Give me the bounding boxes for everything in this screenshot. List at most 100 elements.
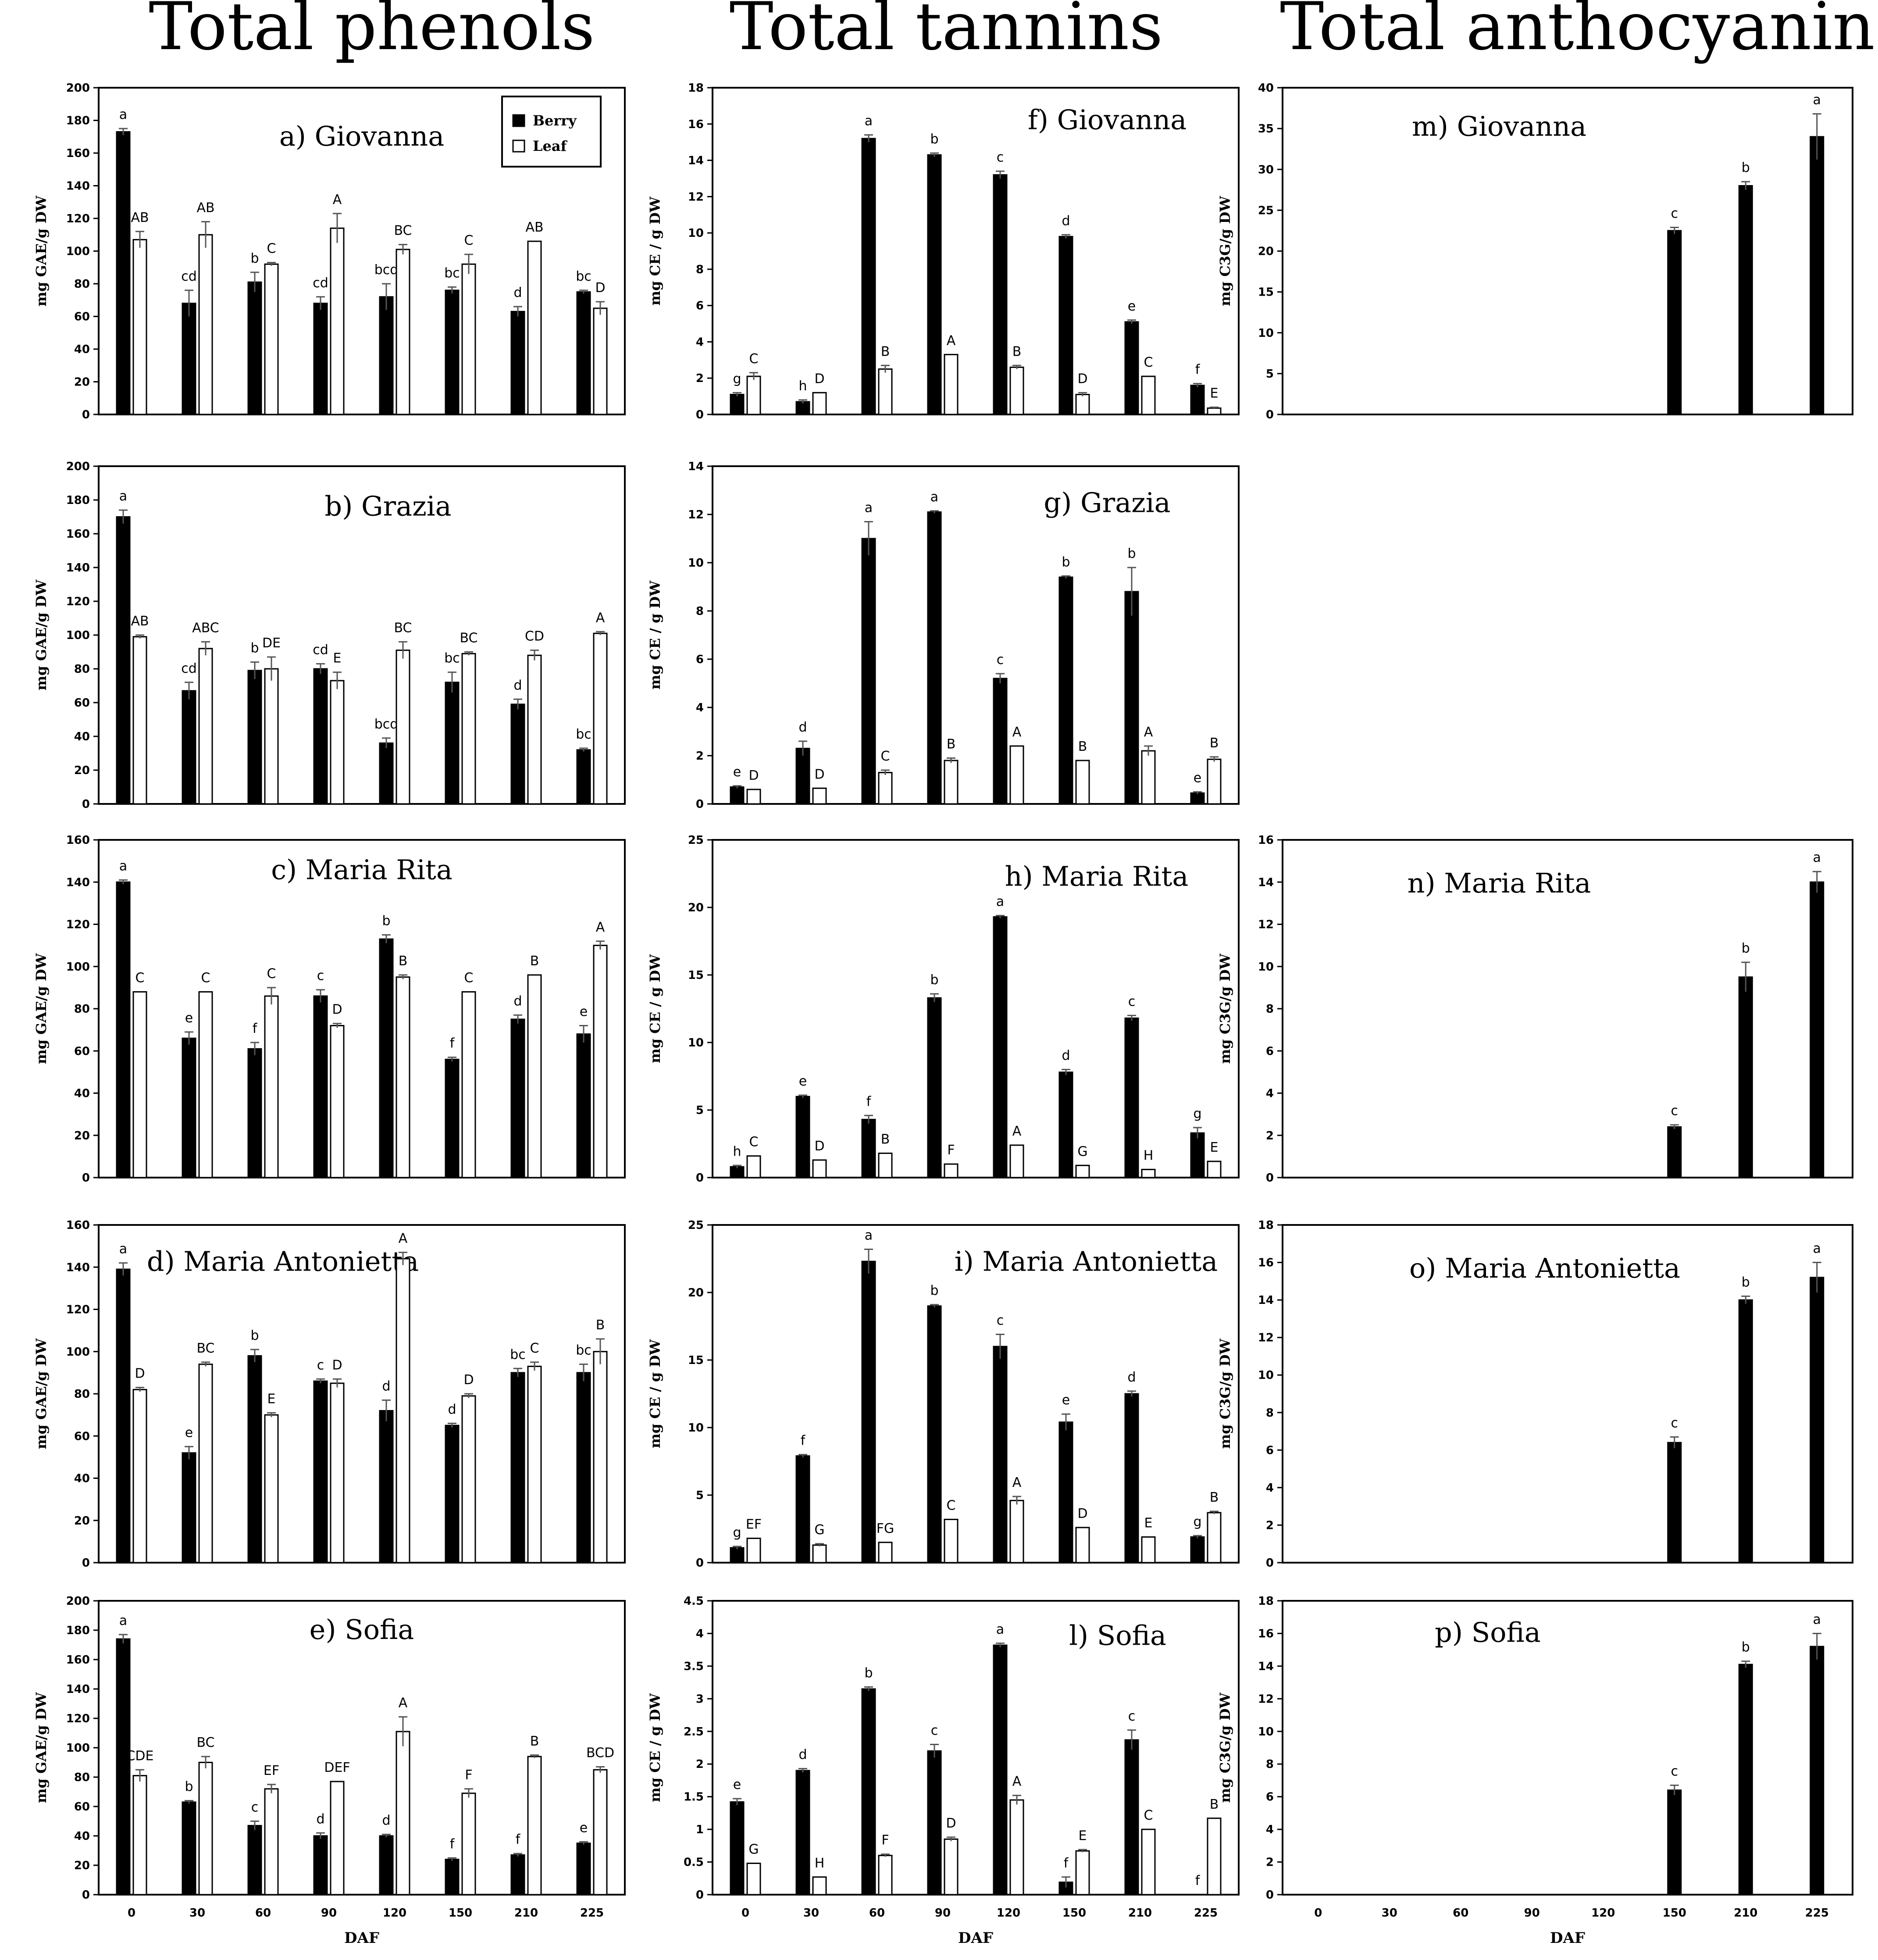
bar-berry — [1738, 976, 1753, 1178]
significance-letter: c — [317, 968, 324, 984]
bar-berry — [379, 1410, 394, 1564]
y-tick-label: 15 — [1258, 286, 1274, 299]
significance-letter: C — [530, 1341, 539, 1356]
significance-letter: c — [317, 1357, 324, 1373]
bar-berry — [1190, 792, 1205, 805]
panel-frame — [712, 1224, 1240, 1564]
bar-leaf — [527, 974, 542, 1178]
y-tick-label: 12 — [1258, 1692, 1274, 1706]
bar-berry — [1810, 881, 1825, 1178]
significance-letter: d — [513, 678, 522, 693]
x-tick-label: 0 — [1314, 1906, 1322, 1920]
significance-letter: f — [253, 1021, 258, 1036]
y-tick-label: 20 — [688, 1286, 704, 1300]
y-tick-label: 100 — [66, 960, 90, 974]
significance-letter: F — [465, 1767, 472, 1783]
bar-berry — [576, 1372, 591, 1564]
significance-letter: e — [185, 1425, 193, 1440]
y-tick-label: 160 — [66, 147, 90, 160]
y-tick-label: 0 — [1266, 1889, 1274, 1902]
significance-letter: bc — [510, 1347, 526, 1362]
bar-leaf — [1075, 1850, 1090, 1896]
y-axis-label: mg GAE/g DW — [33, 1338, 50, 1449]
y-tick-label: 160 — [66, 834, 90, 847]
bar-leaf — [878, 1153, 893, 1178]
bar-leaf — [1207, 1817, 1222, 1896]
bar-leaf — [132, 239, 147, 415]
bar-leaf — [1009, 1499, 1024, 1564]
x-tick-label: 0 — [741, 1906, 749, 1920]
bar-berry — [861, 1119, 876, 1178]
bar-berry — [313, 1835, 328, 1896]
y-tick-label: 5 — [696, 1104, 704, 1117]
significance-letter: E — [1144, 1515, 1153, 1531]
significance-letter: A — [596, 610, 605, 625]
significance-letter: AB — [196, 200, 214, 215]
significance-letter: A — [596, 920, 605, 935]
bar-berry — [379, 742, 394, 805]
significance-letter: C — [267, 966, 276, 982]
bar-berry — [116, 516, 131, 805]
bar-berry — [927, 997, 942, 1178]
significance-letter: AB — [525, 220, 543, 235]
y-tick-label: 8 — [696, 605, 704, 618]
bar-leaf — [396, 249, 410, 415]
significance-letter: bcd — [374, 262, 399, 278]
significance-letter: d — [382, 1378, 390, 1394]
bar-leaf — [1075, 1527, 1090, 1564]
significance-letter: b — [1062, 554, 1070, 570]
bar-leaf — [746, 375, 761, 415]
bar-leaf — [527, 654, 542, 805]
bar-berry — [1738, 185, 1753, 415]
significance-letter: F — [881, 1833, 889, 1848]
y-tick-label: 2 — [1266, 1129, 1274, 1142]
bar-berry — [182, 303, 196, 415]
y-tick-label: 16 — [1258, 1257, 1274, 1270]
significance-letter: D — [135, 1366, 145, 1382]
bar-berry — [445, 1859, 460, 1896]
significance-letter: c — [1671, 1103, 1678, 1119]
significance-letter: D — [332, 1002, 342, 1017]
bar-berry — [927, 154, 942, 415]
significance-letter: C — [135, 971, 145, 986]
y-tick-label: 140 — [66, 876, 90, 889]
significance-letter: BCD — [586, 1746, 614, 1761]
chart-panel-o: 0 2 4 6 8 10 12 14 16 18 mg C3G/g DW o) Maria Anton… — [1217, 1219, 1853, 1570]
y-tick-label: 30 — [1258, 163, 1274, 176]
y-tick-label: 2 — [696, 372, 704, 385]
chart-panel-e: 0 20 40 60 80 100 120 140 160 180 200 mg GAE/g DW e)… — [33, 1595, 626, 1947]
significance-letter: b — [250, 641, 259, 656]
bar-berry — [182, 1452, 196, 1564]
significance-letter: A — [333, 192, 342, 207]
bar-berry — [795, 1096, 810, 1178]
significance-letter: f — [450, 1836, 455, 1852]
x-tick-label: 30 — [803, 1906, 819, 1920]
y-tick-label: 20 — [74, 1514, 90, 1528]
bar-berry — [1058, 576, 1073, 805]
y-tick-label: 6 — [696, 300, 704, 313]
significance-letter: CDE — [126, 1748, 153, 1764]
significance-letter: A — [1012, 1475, 1022, 1490]
y-tick-label: 14 — [1258, 876, 1274, 889]
bar-berry — [730, 1547, 745, 1564]
y-tick-label: 0 — [82, 798, 90, 811]
bar-berry — [861, 1688, 876, 1896]
y-tick-label: 18 — [688, 82, 704, 95]
bar-berry — [1058, 1421, 1073, 1564]
chart-panel-n: 0 2 4 6 8 10 12 14 16 mg C3G/g DW n) Maria Rita c b a — [1217, 834, 1853, 1185]
bar-leaf — [1141, 1169, 1156, 1178]
y-axis-label: mg CE / g DW — [647, 580, 663, 689]
significance-letter: b — [930, 1283, 938, 1299]
significance-letter: c — [1128, 994, 1136, 1009]
bar-leaf — [264, 263, 279, 415]
y-tick-label: 1.5 — [684, 1791, 704, 1804]
y-tick-label: 100 — [66, 1346, 90, 1359]
bar-leaf — [132, 636, 147, 805]
bar-leaf — [264, 995, 279, 1178]
y-tick-label: 80 — [74, 1388, 90, 1401]
y-axis-label: mg CE / g DW — [647, 1339, 663, 1448]
y-tick-label: 25 — [1258, 204, 1274, 217]
y-axis-label: mg GAE/g DW — [33, 195, 50, 307]
y-tick-label: 10 — [1258, 1725, 1274, 1739]
y-axis-label: mg GAE/g DW — [33, 953, 50, 1064]
